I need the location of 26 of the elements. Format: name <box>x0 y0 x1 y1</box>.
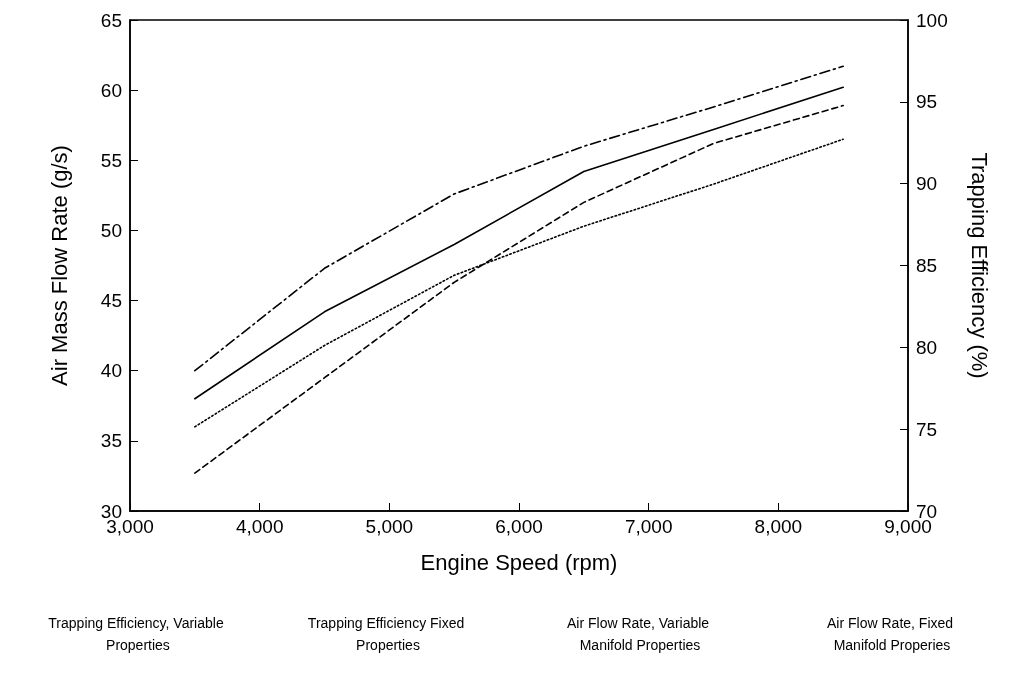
x-tick-label: 5,000 <box>365 516 414 537</box>
y-tick-label: 65 <box>100 9 122 31</box>
y2-axis-title: Trapping Efficiency (%) <box>966 152 992 379</box>
x-tick-label: 7,000 <box>624 516 673 537</box>
y2-tick-label: 90 <box>916 173 938 195</box>
y-tick-label: 45 <box>100 290 122 312</box>
y-axis-title: Air Mass Flow Rate (g/s) <box>46 145 72 386</box>
x-tick-label: 6,000 <box>495 516 543 537</box>
text: Air Flow Rate, Variable Manifold Properties <box>566 615 714 653</box>
y-tick-label: 60 <box>100 79 122 101</box>
text: Air Flow Rate, Fixed Manifold Properies <box>827 615 957 653</box>
y2-tick-label: 100 <box>916 9 948 31</box>
y-tick-label: 55 <box>100 149 122 171</box>
y2-tick-label: 75 <box>916 418 938 440</box>
y2-tick-label: 95 <box>916 91 938 113</box>
line-series <box>194 104 844 474</box>
y-tick-label: 50 <box>100 219 122 241</box>
x-axis-title: Engine Speed (rpm) <box>420 549 618 575</box>
x-tick-label: 8,000 <box>754 516 803 537</box>
y2-tick-label: 80 <box>916 336 938 358</box>
text: Trapping Efficiency, Variable Properties <box>48 615 224 653</box>
y2-tick-label: 85 <box>916 255 938 276</box>
x-tick-label: 4,000 <box>235 516 284 537</box>
y-tick-label: 35 <box>100 430 122 452</box>
y-tick-label: 40 <box>100 360 122 382</box>
text: Trapping Efficiency Fixed Properties <box>307 615 469 653</box>
